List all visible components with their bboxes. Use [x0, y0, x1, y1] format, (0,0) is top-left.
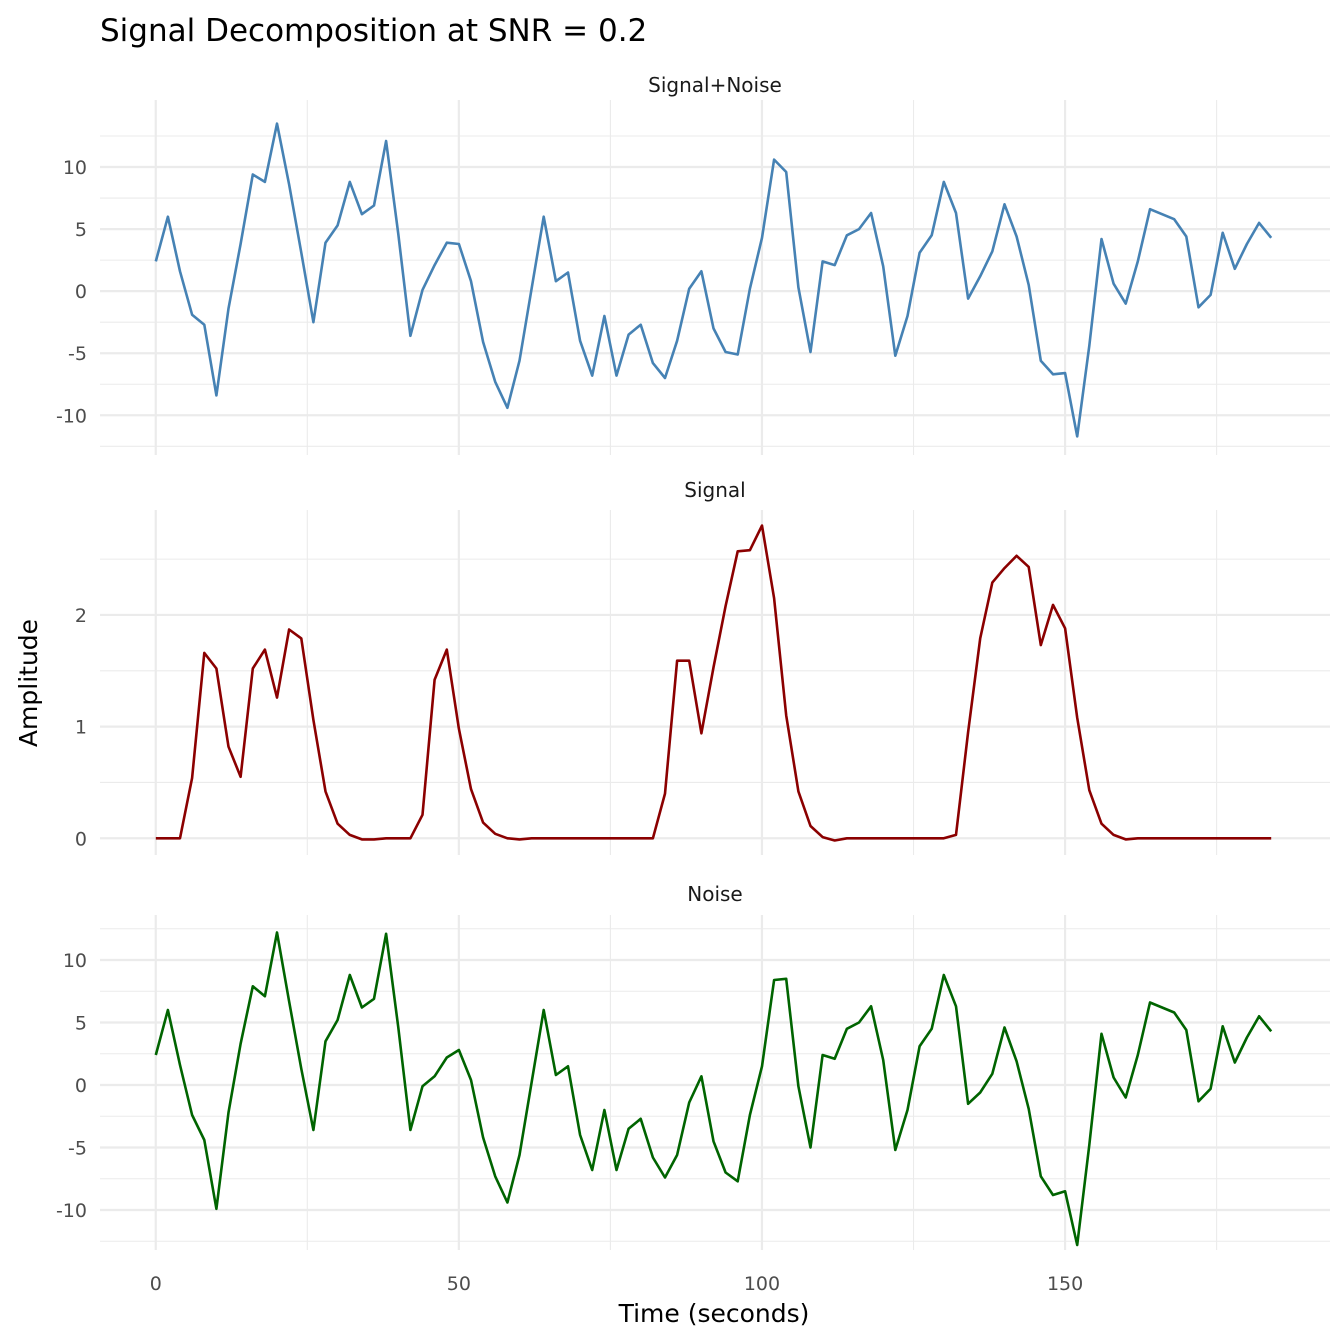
panel-signal-noise: Signal+Noise -10 -5 0 5 10 — [56, 73, 1330, 455]
y-tick-label: -5 — [68, 343, 87, 365]
x-tick-label: 0 — [150, 1273, 162, 1295]
x-tick-label: 50 — [447, 1273, 471, 1295]
y-tick-label: 1 — [75, 717, 87, 739]
series-line-signal-noise — [154, 122, 1273, 438]
y-tick-label: -10 — [56, 1200, 87, 1222]
panel-noise: Noise -10 -5 0 5 10 — [56, 882, 1330, 1250]
x-axis-label: Time (seconds) — [618, 1299, 810, 1328]
panel-strip-label: Noise — [687, 882, 742, 906]
y-tick-label: 0 — [75, 1075, 87, 1097]
y-tick-label: 5 — [75, 219, 87, 241]
x-tick-label: 100 — [744, 1273, 780, 1295]
y-tick-label: 2 — [75, 605, 87, 627]
y-tick-label: -10 — [56, 405, 87, 427]
y-tick-label: -5 — [68, 1138, 87, 1160]
x-tick-label: 150 — [1047, 1273, 1083, 1295]
panel-strip-label: Signal — [684, 478, 745, 502]
y-tick-label: 10 — [63, 950, 87, 972]
y-axis-label: Amplitude — [14, 619, 43, 747]
panel-strip-label: Signal+Noise — [648, 73, 782, 97]
y-tick-label: 0 — [75, 281, 87, 303]
facet-panels: Signal+Noise -10 -5 0 5 10 Signal 0 1 2 Noise -10 -5… — [56, 73, 1330, 1295]
y-tick-label: 5 — [75, 1013, 87, 1035]
y-tick-label: 10 — [63, 157, 87, 179]
panel-signal: Signal 0 1 2 — [75, 478, 1330, 855]
series-line-noise — [154, 931, 1273, 1247]
series-line-signal — [155, 524, 1272, 842]
y-tick-label: 0 — [75, 828, 87, 850]
chart-title: Signal Decomposition at SNR = 0.2 — [100, 13, 647, 49]
